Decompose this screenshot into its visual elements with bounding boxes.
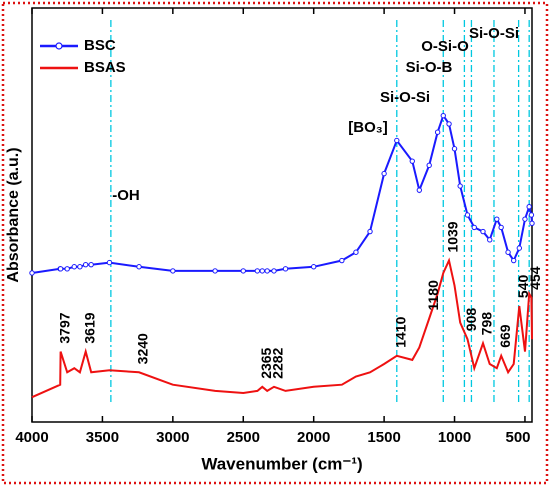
marker <box>212 268 218 274</box>
peak-label: 2282 <box>270 347 286 378</box>
annotation: -OH <box>112 187 140 204</box>
x-tick-label: 1500 <box>367 429 400 446</box>
marker <box>271 268 277 274</box>
marker <box>487 237 493 243</box>
marker <box>416 187 423 193</box>
peak-label: 540 <box>515 275 531 299</box>
marker <box>480 228 486 235</box>
peak-label: 2365 <box>258 347 274 378</box>
marker <box>510 257 517 264</box>
marker <box>409 158 415 164</box>
annotation: Si-O-Si <box>469 25 519 42</box>
legend-label: BSC <box>84 37 116 54</box>
marker <box>498 224 504 231</box>
x-tick-label: 2000 <box>297 429 330 446</box>
marker <box>446 121 452 127</box>
marker <box>464 212 471 218</box>
marker <box>88 261 94 268</box>
x-tick-label: 500 <box>505 429 530 446</box>
peak-label: 454 <box>527 266 543 290</box>
marker <box>82 261 89 268</box>
peak-label: 669 <box>497 324 513 348</box>
x-tick-label: 2500 <box>227 429 260 446</box>
marker <box>457 183 463 189</box>
marker <box>254 268 261 274</box>
annotation: Si-O-B <box>406 59 453 76</box>
x-axis-title: Wavenumber (cm⁻¹) <box>201 454 362 473</box>
marker <box>77 264 83 270</box>
marker <box>170 268 176 274</box>
x-tick-label: 3500 <box>86 429 119 446</box>
peak-label: 1410 <box>392 316 408 347</box>
marker <box>57 266 64 272</box>
marker <box>106 259 113 266</box>
marker <box>240 268 246 274</box>
series-line <box>31 257 533 399</box>
peak-label: 3619 <box>81 312 97 343</box>
marker <box>440 112 446 119</box>
marker <box>522 216 528 222</box>
peak-label: 3797 <box>56 312 72 343</box>
marker <box>136 264 142 270</box>
marker <box>264 268 270 274</box>
peak-label: 798 <box>479 312 495 336</box>
peak-label: 1039 <box>445 221 461 252</box>
marker <box>394 137 400 144</box>
annotation: Si-O-Si <box>380 89 430 106</box>
x-tick-label: 1000 <box>438 429 471 446</box>
x-tick-label: 3000 <box>156 429 189 446</box>
legend-label: BSAS <box>84 59 126 76</box>
marker <box>71 264 77 270</box>
marker <box>494 216 500 222</box>
marker <box>451 146 458 152</box>
annotation: O-Si-O <box>421 38 469 55</box>
marker <box>310 264 317 270</box>
marker <box>259 268 265 274</box>
marker <box>516 245 523 251</box>
peak-label: 1180 <box>425 280 441 311</box>
peak-label: 908 <box>463 308 479 332</box>
marker <box>526 204 532 210</box>
marker <box>282 266 289 272</box>
marker <box>434 129 441 135</box>
marker <box>381 170 387 177</box>
marker <box>528 212 535 218</box>
marker <box>426 162 432 169</box>
marker <box>29 270 35 276</box>
x-tick-label: 4000 <box>15 429 48 446</box>
marker <box>505 249 511 255</box>
marker <box>367 228 373 235</box>
marker <box>64 266 70 272</box>
annotation: [BO₃] <box>348 119 387 136</box>
marker <box>471 224 477 231</box>
peak-label: 3240 <box>135 333 151 364</box>
marker <box>339 257 345 264</box>
y-axis-title: Absorbance (a.u.) <box>5 147 22 282</box>
legend-marker <box>55 42 63 50</box>
marker <box>353 249 359 255</box>
marker <box>529 220 535 226</box>
